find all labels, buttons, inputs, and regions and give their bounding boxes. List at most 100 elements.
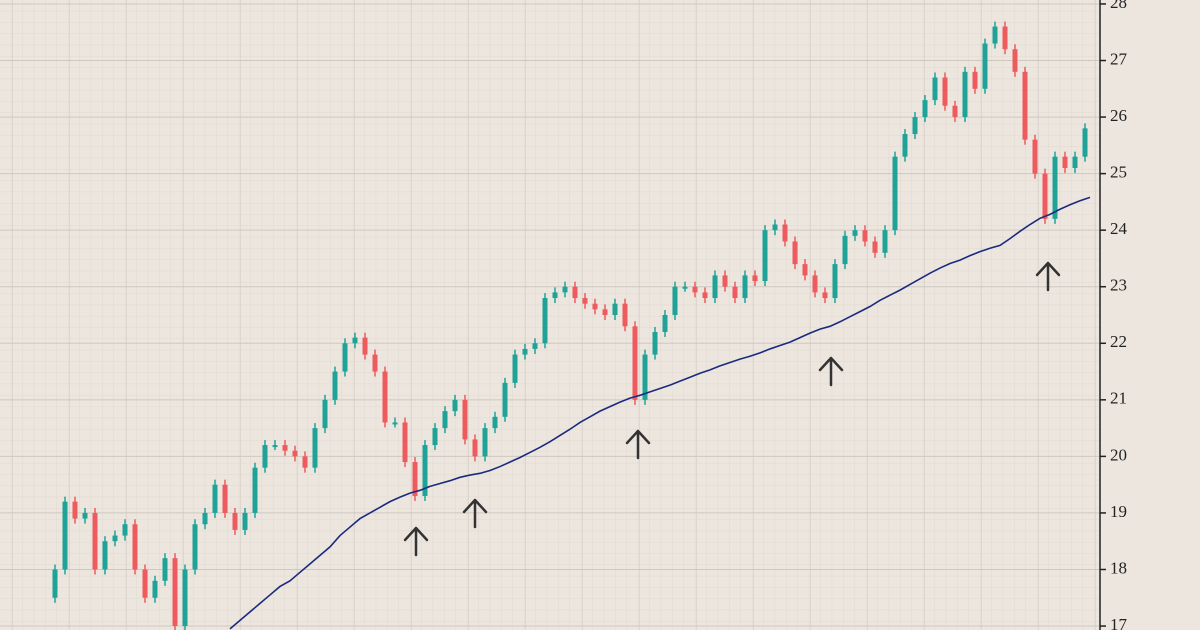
candle-body (632, 326, 638, 400)
candle (152, 575, 158, 603)
candle (672, 281, 678, 320)
candle-body (312, 428, 318, 468)
moving-average-line (229, 196, 1091, 630)
candle-body (552, 292, 558, 299)
candle (582, 293, 588, 309)
candle (622, 298, 628, 332)
y-tick-label: 20 (1110, 445, 1127, 464)
candle-body (812, 275, 818, 293)
candle (92, 507, 98, 575)
candle-body (962, 71, 968, 118)
candle-body (542, 298, 548, 344)
candle-body (1082, 128, 1088, 157)
candle (352, 332, 358, 349)
candle (312, 423, 318, 473)
candle-body (222, 484, 228, 513)
candle (662, 310, 668, 337)
candle-body (572, 286, 578, 299)
candle (742, 270, 748, 304)
arrow (403, 526, 429, 557)
candle (182, 564, 188, 630)
candle (472, 434, 478, 462)
candle-body (652, 331, 658, 355)
candle (442, 406, 448, 434)
candle-body (152, 580, 158, 598)
candle (532, 338, 538, 354)
candle-body (532, 343, 538, 349)
candle (872, 236, 878, 258)
candle (362, 332, 368, 360)
candle (172, 553, 178, 630)
candle-body (72, 501, 78, 519)
candle-body (972, 71, 978, 89)
candle-body (1072, 156, 1078, 168)
candle-body (722, 275, 728, 287)
candle (762, 225, 768, 287)
candle-body (882, 230, 888, 253)
candle-body (622, 303, 628, 327)
candle (902, 129, 908, 162)
candle (732, 281, 738, 304)
candle (552, 287, 558, 304)
candle-body (1042, 173, 1048, 219)
candle-body (132, 524, 138, 570)
candle-body (1002, 26, 1008, 50)
candle (202, 507, 208, 530)
candle (772, 219, 778, 236)
candle (942, 72, 948, 111)
candle-body (212, 484, 218, 513)
candle-body (782, 224, 788, 242)
candle (102, 536, 108, 575)
candle-body (92, 512, 98, 570)
candle-body (732, 286, 738, 299)
candle (342, 338, 348, 377)
candle (802, 259, 808, 281)
arrows (403, 261, 1061, 557)
y-tick-label: 26 (1110, 106, 1127, 125)
candle-body (982, 43, 988, 89)
candle (642, 349, 648, 405)
y-tick-label: 17 (1110, 615, 1128, 630)
candle-body (672, 286, 678, 315)
candle (122, 519, 128, 541)
y-tick-label: 24 (1110, 219, 1128, 238)
candle-body (472, 439, 478, 457)
candle (952, 100, 958, 123)
candle (422, 440, 428, 501)
candle-body (642, 354, 648, 400)
candle-body (992, 26, 998, 44)
candle-body (492, 416, 498, 429)
candle (542, 293, 548, 349)
candle (882, 225, 888, 258)
candle (1012, 44, 1018, 77)
candle (262, 440, 268, 473)
candle (852, 225, 858, 241)
candle (842, 230, 848, 270)
candle-body (362, 337, 368, 355)
candle-body (892, 156, 898, 231)
candle-body (602, 309, 608, 315)
y-tick-label: 23 (1110, 276, 1127, 295)
candle (1042, 168, 1048, 224)
candle (332, 366, 338, 405)
candle-body (82, 512, 88, 519)
candle-body (172, 558, 178, 627)
candle-body (62, 501, 68, 570)
candle-body (712, 275, 718, 299)
candle-body (302, 456, 308, 468)
candle-body (1052, 156, 1058, 219)
candle-body (872, 241, 878, 253)
vertical-grid (0, 0, 1100, 630)
candle (242, 507, 248, 535)
candle (1022, 66, 1028, 145)
candle (282, 440, 288, 456)
candle (302, 451, 308, 473)
candle-body (462, 399, 468, 440)
candle (722, 270, 728, 292)
candle (372, 349, 378, 377)
candle-body (1022, 71, 1028, 140)
candle (972, 66, 978, 94)
candle-body (512, 354, 518, 383)
candle-body (692, 286, 698, 293)
candle-body (162, 558, 168, 581)
